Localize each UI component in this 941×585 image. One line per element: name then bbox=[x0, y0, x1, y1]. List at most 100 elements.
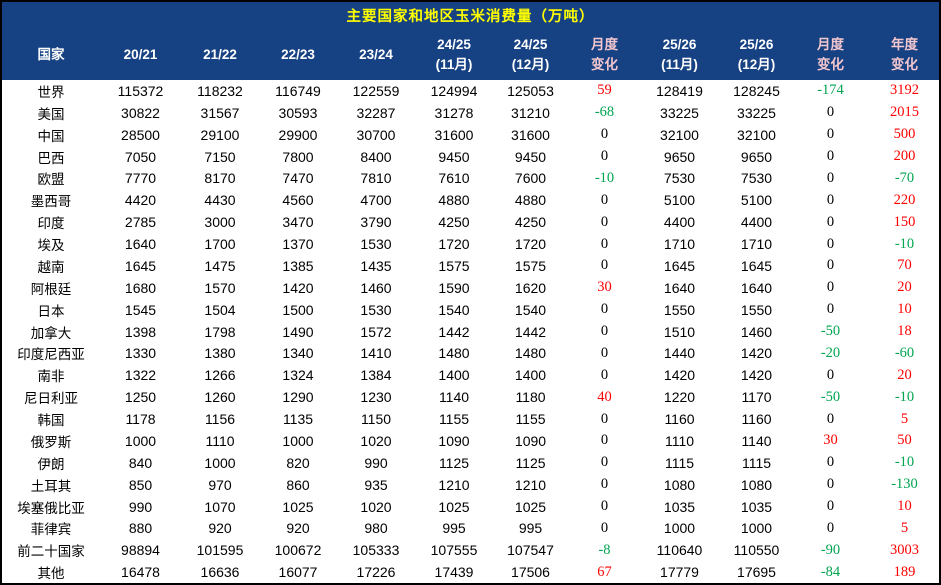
value-cell: 1680 bbox=[124, 279, 157, 296]
value-cell: 0 bbox=[600, 410, 609, 427]
value-cell: 40 bbox=[597, 388, 612, 405]
value-cell: 59 bbox=[597, 82, 612, 99]
value-cell: 8170 bbox=[204, 170, 236, 187]
value-cell: 1170 bbox=[741, 389, 772, 406]
value-cell: 7150 bbox=[204, 148, 236, 165]
column-header: 23/24 bbox=[359, 46, 393, 62]
column-header: 24/25 (11月) bbox=[435, 36, 473, 72]
value-cell: 0 bbox=[600, 191, 609, 208]
value-cell: 107555 bbox=[430, 542, 478, 559]
value-cell: 1110 bbox=[205, 432, 235, 449]
value-cell: 30593 bbox=[278, 104, 318, 121]
value-cell: 1640 bbox=[740, 279, 773, 296]
value-cell: 33225 bbox=[737, 104, 776, 121]
value-cell: 32287 bbox=[356, 104, 396, 121]
value-cell: 0 bbox=[826, 519, 835, 536]
value-cell: 7610 bbox=[438, 170, 470, 187]
value-cell: 1230 bbox=[360, 389, 392, 406]
country-label: 土耳其 bbox=[30, 478, 72, 495]
value-cell: 1420 bbox=[282, 279, 314, 296]
value-cell: 220 bbox=[893, 191, 916, 208]
value-cell: -70 bbox=[894, 169, 915, 186]
value-cell: 16478 bbox=[121, 564, 160, 581]
value-cell: 2785 bbox=[124, 214, 157, 231]
table-row: 菲律宾 880 920 920 980 995 995 0 1000 1000 0 5 bbox=[2, 518, 939, 540]
value-cell: 1540 bbox=[438, 301, 470, 318]
value-cell: 30822 bbox=[121, 104, 160, 121]
value-cell: 17779 bbox=[660, 564, 699, 581]
value-cell: 1140 bbox=[438, 389, 470, 406]
value-cell: 1035 bbox=[740, 498, 773, 515]
value-cell: 1420 bbox=[740, 367, 773, 384]
value-cell: 107547 bbox=[507, 542, 554, 559]
table-row: 韩国 1178 1156 1135 1150 1155 1155 0 1160 1160 0 5 bbox=[2, 408, 939, 430]
value-cell: 880 bbox=[128, 520, 153, 537]
column-header: 年度 变化 bbox=[891, 36, 918, 72]
value-cell: 5100 bbox=[663, 192, 696, 209]
table-row: 俄罗斯 1000 1110 1000 1020 1090 1090 0 1110 1140 30 50 bbox=[2, 430, 939, 452]
country-label: 越南 bbox=[37, 259, 65, 276]
value-cell: 101595 bbox=[196, 542, 244, 559]
value-cell: 980 bbox=[364, 520, 388, 537]
value-cell: 1490 bbox=[282, 323, 314, 340]
value-cell: 1540 bbox=[514, 301, 547, 318]
value-cell: 3470 bbox=[282, 214, 314, 231]
country-label: 埃塞俄比亚 bbox=[17, 500, 85, 517]
country-label: 墨西哥 bbox=[30, 194, 72, 211]
value-cell: 4880 bbox=[438, 192, 470, 209]
value-cell: 1385 bbox=[282, 257, 314, 274]
country-label: 美国 bbox=[37, 106, 65, 123]
value-cell: 1460 bbox=[360, 279, 392, 296]
value-cell: 8400 bbox=[360, 148, 392, 165]
value-cell: 4560 bbox=[282, 192, 314, 209]
table-header-band: 主要国家和地区玉米消费量（万吨） 国家 20/21 21/22 22/23 23/24 2… bbox=[2, 2, 939, 80]
value-cell: 970 bbox=[208, 476, 232, 493]
value-cell: 0 bbox=[600, 301, 609, 318]
value-cell: 0 bbox=[600, 257, 609, 274]
value-cell: 0 bbox=[600, 148, 609, 165]
value-cell: 29900 bbox=[278, 126, 318, 143]
value-cell: 1550 bbox=[663, 301, 696, 318]
value-cell: 0 bbox=[826, 104, 835, 121]
value-cell: 128419 bbox=[656, 82, 703, 99]
value-cell: 1575 bbox=[438, 257, 470, 274]
value-cell: 1115 bbox=[664, 454, 695, 471]
value-cell: 1620 bbox=[514, 279, 547, 296]
table-row: 埃塞俄比亚 990 1070 1025 1020 1025 1025 0 1035 1035 0 10 bbox=[2, 496, 939, 518]
value-cell: 1460 bbox=[740, 323, 773, 340]
value-cell: 7810 bbox=[360, 170, 392, 187]
title-row: 主要国家和地区玉米消费量（万吨） bbox=[2, 2, 939, 29]
value-cell: 0 bbox=[600, 366, 609, 383]
country-label: 其他 bbox=[37, 566, 65, 583]
value-cell: 1324 bbox=[282, 367, 314, 384]
value-cell: 1155 bbox=[438, 411, 470, 428]
value-cell: 1550 bbox=[740, 301, 773, 318]
value-cell: 1025 bbox=[438, 498, 470, 515]
value-cell: 31210 bbox=[511, 104, 550, 121]
value-cell: 1720 bbox=[514, 236, 547, 253]
table-row: 伊朗 840 1000 820 990 1125 1125 0 1115 1115 0 -10 bbox=[2, 452, 939, 474]
country-label: 阿根廷 bbox=[30, 281, 72, 298]
value-cell: 9450 bbox=[514, 148, 547, 165]
value-cell: 118232 bbox=[197, 82, 243, 99]
value-cell: 70 bbox=[897, 257, 912, 274]
value-cell: 1710 bbox=[740, 236, 773, 253]
value-cell: -90 bbox=[820, 541, 841, 558]
value-cell: 1380 bbox=[204, 345, 236, 362]
country-label: 印度尼西亚 bbox=[17, 347, 85, 364]
value-cell: 0 bbox=[600, 235, 609, 252]
table-row: 印度尼西亚 1330 1380 1340 1410 1480 1480 0 1440 1420 -2… bbox=[2, 343, 939, 365]
value-cell: 5 bbox=[900, 410, 909, 427]
value-cell: 1700 bbox=[204, 236, 236, 253]
value-cell: 17226 bbox=[356, 564, 396, 581]
value-cell: 1640 bbox=[124, 236, 157, 253]
value-cell: 3003 bbox=[890, 541, 919, 558]
value-cell: 1155 bbox=[515, 411, 546, 428]
value-cell: 1110 bbox=[664, 432, 695, 449]
value-cell: 1440 bbox=[663, 345, 696, 362]
value-cell: 105333 bbox=[352, 542, 400, 559]
table-row: 前二十国家 98894 101595 100672 105333 107555 107547… bbox=[2, 539, 939, 561]
value-cell: 0 bbox=[826, 476, 835, 493]
country-label: 尼日利亚 bbox=[24, 391, 78, 408]
